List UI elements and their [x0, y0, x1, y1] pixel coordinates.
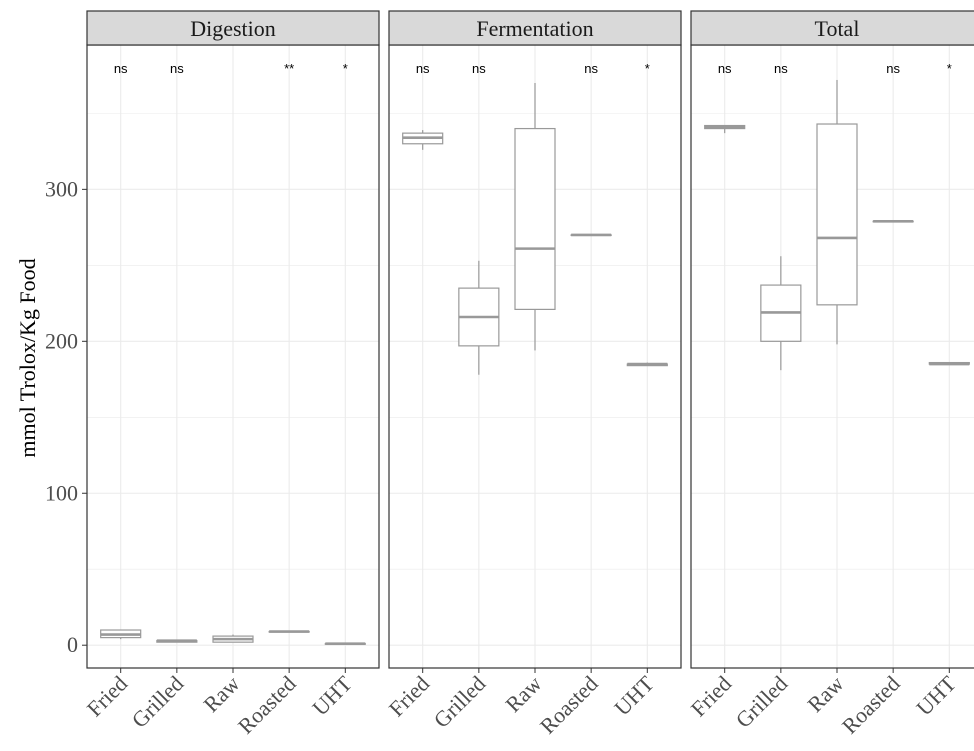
significance-label: ns [416, 61, 430, 76]
box-grilled [156, 639, 198, 643]
box-iqr [514, 127, 556, 310]
box-uht [928, 361, 970, 366]
box-grilled [458, 260, 500, 375]
x-tick-label: Raw [500, 671, 546, 717]
significance-label: ns [170, 61, 184, 76]
strip-background [388, 10, 682, 46]
x-tick-label: Grilled [429, 671, 491, 733]
box-raw [816, 79, 858, 345]
box-roasted [872, 219, 914, 223]
box-raw [212, 634, 254, 643]
significance-label: ns [886, 61, 900, 76]
x-tick-label: Fried [82, 671, 133, 722]
box-grilled [760, 256, 802, 371]
strip-label: Fermentation [476, 16, 593, 41]
x-tick-label: Grilled [731, 671, 793, 733]
x-tick-label: Roasted [233, 671, 301, 739]
x-tick-label: UHT [609, 670, 659, 720]
y-tick-label: 200 [45, 328, 78, 353]
box-iqr [816, 123, 858, 306]
significance-label: * [947, 61, 952, 76]
strip-background [86, 10, 380, 46]
box-roasted [268, 630, 310, 633]
x-tick-label: Grilled [127, 671, 189, 733]
significance-label: ns [774, 61, 788, 76]
y-tick-label: 100 [45, 480, 78, 505]
box-uht [626, 362, 668, 367]
strip-label: Digestion [190, 16, 276, 41]
significance-label: ns [472, 61, 486, 76]
box-fried [402, 130, 444, 150]
significance-label: ns [114, 61, 128, 76]
x-tick-label: Roasted [837, 671, 905, 739]
x-tick-label: Raw [802, 671, 848, 717]
strip-label: Total [815, 16, 860, 41]
significance-label: ns [718, 61, 732, 76]
box-roasted [570, 233, 612, 237]
x-tick-label: UHT [307, 670, 357, 720]
x-tick-label: Fried [384, 671, 435, 722]
strip-background [690, 10, 974, 46]
significance-label: * [343, 61, 348, 76]
box-raw [514, 82, 556, 351]
box-fried [704, 124, 746, 134]
y-tick-label: 300 [45, 176, 78, 201]
x-tick-label: UHT [911, 670, 961, 720]
significance-label: ** [284, 61, 294, 76]
box-fried [100, 629, 142, 640]
significance-label: ns [584, 61, 598, 76]
y-axis-title: mmol Trolox/Kg Food [15, 258, 40, 457]
x-tick-label: Fried [686, 671, 737, 722]
box-uht [324, 642, 366, 645]
x-tick-label: Raw [198, 671, 244, 717]
y-tick-label: 0 [67, 632, 78, 657]
significance-label: * [645, 61, 650, 76]
x-tick-label: Roasted [535, 671, 603, 739]
